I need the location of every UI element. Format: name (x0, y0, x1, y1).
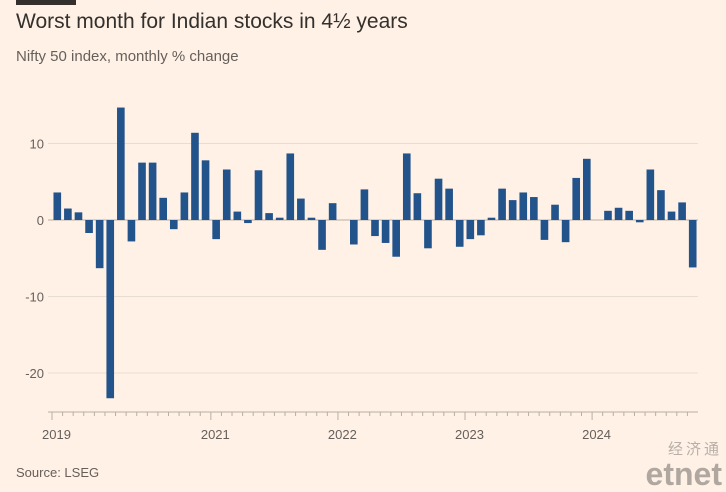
bar (572, 177, 581, 220)
y-tick-label: 10 (30, 137, 44, 152)
bar (498, 188, 506, 220)
bar (424, 220, 432, 249)
bar (117, 107, 125, 220)
bar (402, 153, 411, 220)
bar (265, 213, 273, 220)
bar (318, 220, 326, 250)
x-tick-label: 2024 (582, 427, 611, 442)
bar (530, 197, 538, 220)
bar (508, 200, 517, 220)
bar (286, 153, 295, 220)
source-note: Source: LSEG (16, 465, 100, 480)
bar (159, 197, 168, 220)
bar (381, 220, 390, 243)
bar (169, 220, 178, 230)
bar (212, 220, 220, 240)
bar (434, 178, 443, 220)
bar (53, 192, 62, 220)
bar (466, 220, 475, 240)
bar (540, 220, 549, 240)
bar (371, 220, 379, 237)
watermark-brand: etnet (645, 456, 722, 492)
bar (254, 170, 263, 220)
bar (148, 162, 157, 220)
bar (635, 220, 644, 223)
bar (307, 217, 316, 220)
bar (201, 160, 210, 220)
y-tick-label: -20 (25, 366, 44, 381)
bar (582, 158, 591, 220)
y-tick-label: -10 (25, 290, 44, 305)
y-tick-label: 0 (37, 213, 44, 228)
watermark-chinese: 经济通 (667, 440, 722, 458)
bar (222, 169, 231, 220)
bar (667, 211, 676, 220)
bar (64, 208, 72, 220)
bar (297, 198, 305, 220)
bar (350, 220, 358, 245)
bar (678, 202, 686, 220)
bar (85, 220, 93, 234)
bar (244, 220, 252, 224)
bar (604, 210, 612, 220)
bar (646, 169, 655, 220)
bar (477, 220, 485, 236)
bar (487, 217, 496, 220)
bar (413, 193, 422, 220)
bar (360, 189, 369, 220)
x-tick-label: 2022 (328, 427, 357, 442)
chart-title: Worst month for Indian stocks in 4½ year… (16, 10, 408, 33)
etnet-watermark: 经济通 etnet (645, 438, 722, 492)
chart-subtitle: Nifty 50 index, monthly % change (16, 48, 239, 65)
bar (657, 190, 665, 220)
brand-bar (16, 0, 76, 5)
bar (392, 220, 400, 257)
x-tick-label: 2021 (201, 427, 230, 442)
bar (328, 203, 337, 220)
x-tick-label: 2023 (455, 427, 484, 442)
bar (625, 210, 633, 220)
bar (233, 211, 242, 220)
bar (180, 192, 189, 220)
bar (561, 220, 570, 243)
bar (106, 220, 115, 399)
bar (614, 207, 623, 220)
bar (445, 188, 453, 220)
bar (275, 217, 284, 220)
bar (191, 132, 199, 220)
bar (127, 220, 136, 242)
bar (551, 204, 559, 220)
bar (688, 220, 697, 268)
bar (74, 212, 83, 220)
bar (455, 220, 464, 247)
bar (519, 192, 528, 220)
x-tick-label: 2019 (42, 427, 71, 442)
bar (138, 162, 146, 220)
bar (95, 220, 104, 269)
